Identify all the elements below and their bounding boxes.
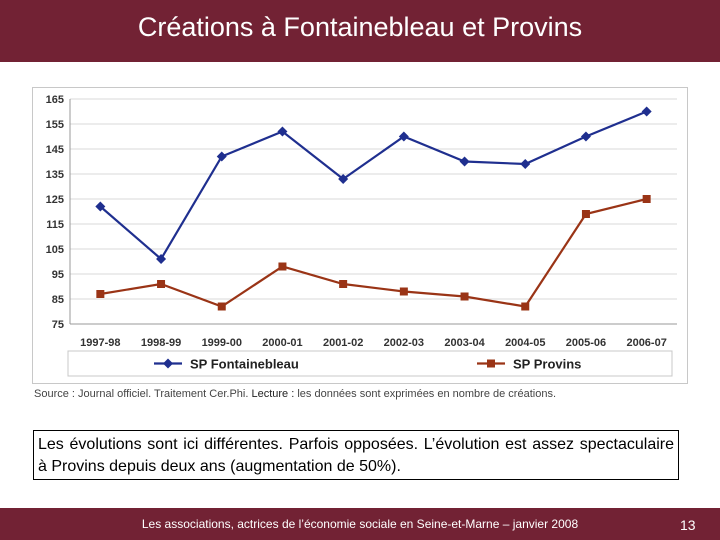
line-chart: 75 85 95 105 115 125 135 145 155 165 1997-98 1998-… [32,87,688,384]
y-tick-label: 145 [46,144,64,156]
legend-swatch-marker [487,359,495,368]
source-note: Source : Journal officiel. Traitement Ce… [34,388,694,400]
chart-border [32,87,688,384]
x-tick-label: 2004-05 [505,337,545,349]
data-point [641,106,652,117]
series-fontainebleau [95,106,652,264]
slide-title: Créations à Fontainebleau et Provins [137,12,583,42]
x-tick-label: 1997-98 [80,337,120,349]
x-axis-ticks: 1997-98 1998-99 1999-00 2000-01 2001-02 2002-… [80,337,667,349]
x-tick-label: 1998-99 [141,337,181,349]
legend-entry: SP Fontainebleau [154,357,299,372]
footer-text: Les associations, actrices de l’économie… [141,517,579,531]
data-point [96,290,105,298]
data-point [580,131,591,142]
x-tick-label: 2006-07 [626,337,666,349]
data-point [460,292,469,301]
y-tick-label: 75 [52,319,64,331]
y-tick-label: 95 [52,269,64,281]
x-tick-label: 2000-01 [262,337,302,349]
data-point [459,156,470,167]
chart-legend: SP Fontainebleau SP Provins [154,357,581,372]
x-tick-label: 2001-02 [323,337,363,349]
data-point [95,201,106,212]
data-point [521,302,530,311]
data-point [156,254,167,264]
legend-label: SP Fontainebleau [190,357,299,372]
commentary-box: Les évolutions sont ici différentes. Par… [33,430,679,480]
y-tick-label: 165 [46,94,64,106]
chart-gridlines [69,98,677,325]
series-line [99,110,648,261]
x-tick-label: 2003-04 [444,337,485,349]
y-tick-label: 155 [46,119,64,131]
chart-series [95,106,652,311]
series-provins [96,195,651,311]
data-point [157,280,166,288]
source-text: Source : Journal officiel. Traitement Ce… [34,388,249,400]
x-tick-label: 2002-03 [384,337,424,349]
legend-entry: SP Provins [477,357,581,372]
data-point [216,151,227,162]
legend-swatch-marker [163,358,173,369]
data-point [278,262,287,271]
lecture-text: les données sont exprimées en nombre de … [297,388,556,400]
y-tick-label: 135 [46,169,64,181]
y-tick-label: 125 [46,194,64,206]
data-point [399,287,408,296]
x-tick-label: 1999-00 [202,337,242,349]
commentary-text: Les évolutions sont ici différentes. Par… [38,436,674,475]
series-line [100,197,647,308]
data-point [338,174,349,184]
y-tick-label: 85 [52,294,64,306]
y-tick-label: 105 [46,244,64,256]
data-point [581,210,590,218]
page-number: 13 [680,517,696,533]
data-point [339,280,348,288]
chart-frame: 75 85 95 105 115 125 135 145 155 165 1997-98 1998-… [32,87,688,384]
data-point [642,195,651,203]
footer-bar: Les associations, actrices de l’économie… [0,508,720,540]
legend-label: SP Provins [513,357,581,372]
x-tick-label: 2005-06 [566,337,606,349]
data-point [398,131,409,142]
y-axis-ticks: 75 85 95 105 115 125 135 145 155 165 [46,94,64,331]
y-tick-label: 115 [46,219,64,231]
data-point [217,302,226,311]
data-point [520,159,531,169]
lecture-label: Lecture : [251,388,295,400]
data-point [277,126,288,137]
title-bar: Créations à Fontainebleau et Provins [0,0,720,62]
